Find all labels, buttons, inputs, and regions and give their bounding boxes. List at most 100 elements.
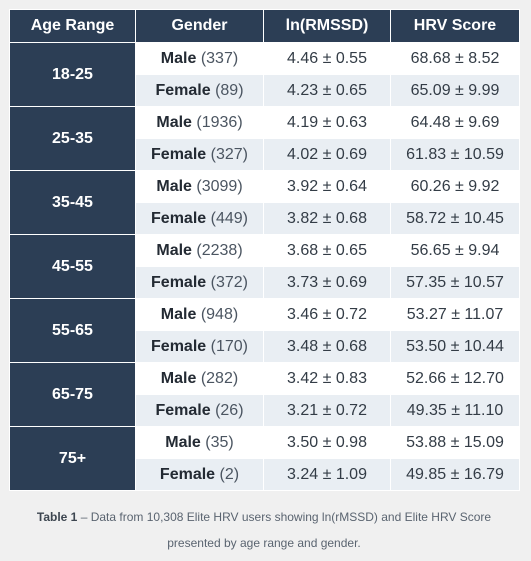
ln-rmssd-cell: 3.50 ± 0.98 — [263, 426, 391, 459]
hrv-score-cell: 57.35 ± 10.57 — [390, 266, 520, 299]
hrv-score-cell: 53.27 ± 11.07 — [390, 298, 520, 331]
gender-count: (3099) — [196, 177, 243, 195]
table-row: Female (170) 3.48 ± 0.68 53.50 ± 10.44 — [10, 330, 520, 363]
hrv-score-cell: 52.66 ± 12.70 — [390, 362, 520, 395]
header-hrv-score: HRV Score — [390, 9, 520, 43]
gender-count: (372) — [210, 273, 248, 291]
gender-cell: Male (2238) — [135, 234, 264, 267]
table-body: 18-25 Male (337) 4.46 ± 0.55 68.68 ± 8.52 Fe… — [9, 42, 520, 491]
ln-rmssd-cell: 3.21 ± 0.72 — [263, 394, 391, 427]
table-row: Female (89) 4.23 ± 0.65 65.09 ± 9.99 — [10, 74, 520, 107]
gender-label: Male — [156, 113, 192, 131]
caption-label: Table 1 — [36, 510, 78, 524]
gender-label: Male — [160, 305, 197, 323]
gender-count: (170) — [210, 337, 248, 355]
ln-rmssd-cell: 3.42 ± 0.83 — [263, 362, 391, 395]
caption-line-1: Table 1 – Data from 10,308 Elite HRV use… — [9, 504, 519, 530]
gender-count: (282) — [200, 369, 239, 387]
ln-rmssd-cell: 3.82 ± 0.68 — [263, 202, 391, 235]
ln-rmssd-cell: 4.46 ± 0.55 — [263, 42, 391, 75]
gender-count: (948) — [200, 305, 239, 323]
ln-rmssd-cell: 3.48 ± 0.68 — [263, 330, 391, 363]
ln-rmssd-cell: 3.24 ± 1.09 — [263, 458, 391, 491]
gender-cell: Female (2) — [135, 458, 264, 491]
gender-label: Female — [159, 465, 216, 483]
caption-text: – Data from 10,308 Elite HRV users showi… — [77, 510, 492, 524]
gender-label: Female — [151, 337, 207, 355]
table-row: Female (2) 3.24 ± 1.09 49.85 ± 16.79 — [10, 458, 520, 491]
gender-label: Male — [160, 49, 197, 67]
gender-cell: Female (449) — [135, 202, 264, 235]
age-range-cell: 35-45 — [9, 170, 136, 235]
gender-count: (2238) — [196, 241, 243, 259]
gender-cell: Female (26) — [135, 394, 264, 427]
hrv-score-cell: 53.50 ± 10.44 — [390, 330, 520, 363]
header-row: Age Range Gender ln(RMSSD) HRV Score — [9, 9, 520, 43]
gender-count: (26) — [215, 401, 244, 419]
table-row: Female (449) 3.82 ± 0.68 58.72 ± 10.45 — [10, 202, 520, 235]
gender-count: (89) — [215, 81, 244, 99]
ln-rmssd-cell: 4.02 ± 0.69 — [263, 138, 391, 171]
ln-rmssd-cell: 3.46 ± 0.72 — [263, 298, 391, 331]
gender-label: Female — [151, 209, 207, 227]
ln-rmssd-cell: 4.23 ± 0.65 — [263, 74, 391, 107]
hrv-score-cell: 58.72 ± 10.45 — [390, 202, 520, 235]
gender-cell: Male (282) — [135, 362, 264, 395]
header-gender: Gender — [135, 9, 264, 43]
hrv-score-cell: 68.68 ± 8.52 — [390, 42, 520, 75]
gender-cell: Male (35) — [135, 426, 264, 459]
table-row: Female (372) 3.73 ± 0.69 57.35 ± 10.57 — [10, 266, 520, 299]
gender-cell: Female (89) — [135, 74, 264, 107]
gender-cell: Male (948) — [135, 298, 264, 331]
header-age-range: Age Range — [9, 9, 136, 43]
hrv-score-cell: 65.09 ± 9.99 — [390, 74, 520, 107]
gender-cell: Female (372) — [135, 266, 264, 299]
hrv-score-cell: 56.65 ± 9.94 — [390, 234, 520, 267]
table-caption: Table 1 – Data from 10,308 Elite HRV use… — [9, 504, 519, 556]
ln-rmssd-cell: 3.92 ± 0.64 — [263, 170, 391, 203]
hrv-score-cell: 49.35 ± 11.10 — [390, 394, 520, 427]
ln-rmssd-cell: 3.68 ± 0.65 — [263, 234, 391, 267]
gender-count: (337) — [200, 49, 239, 67]
gender-label: Male — [156, 177, 192, 195]
age-range-cell: 18-25 — [9, 42, 136, 107]
gender-label: Female — [151, 273, 207, 291]
gender-label: Male — [156, 241, 192, 259]
hrv-score-cell: 64.48 ± 9.69 — [390, 106, 520, 139]
gender-count: (1936) — [196, 113, 243, 131]
table-row: 25-35 Male (1936) 4.19 ± 0.63 64.48 ± 9.69 — [9, 106, 520, 171]
gender-label: Female — [151, 145, 207, 163]
gender-label: Female — [155, 401, 211, 419]
age-range-cell: 25-35 — [9, 106, 136, 171]
table-row: 55-65 Male (948) 3.46 ± 0.72 53.27 ± 11.07 — [9, 298, 520, 363]
gender-count: (2) — [219, 465, 240, 483]
table-row: 75+ Male (35) 3.50 ± 0.98 53.88 ± 15.09 — [9, 426, 520, 491]
age-range-cell: 45-55 — [9, 234, 136, 299]
table-row: Female (327) 4.02 ± 0.69 61.83 ± 10.59 — [10, 138, 520, 171]
ln-rmssd-cell: 4.19 ± 0.63 — [263, 106, 391, 139]
gender-count: (449) — [210, 209, 248, 227]
table-row: 18-25 Male (337) 4.46 ± 0.55 68.68 ± 8.52 — [9, 42, 520, 107]
gender-label: Male — [165, 433, 201, 451]
table-row: 65-75 Male (282) 3.42 ± 0.83 52.66 ± 12.70 — [9, 362, 520, 427]
gender-cell: Female (170) — [135, 330, 264, 363]
gender-label: Female — [155, 81, 211, 99]
age-range-cell: 55-65 — [9, 298, 136, 363]
hrv-score-cell: 61.83 ± 10.59 — [390, 138, 520, 171]
gender-cell: Female (327) — [135, 138, 264, 171]
table-row: Female (26) 3.21 ± 0.72 49.35 ± 11.10 — [10, 394, 520, 427]
age-range-cell: 65-75 — [9, 362, 136, 427]
hrv-score-cell: 49.85 ± 16.79 — [390, 458, 520, 491]
age-range-cell: 75+ — [9, 426, 136, 491]
gender-cell: Male (337) — [135, 42, 264, 75]
gender-count: (327) — [210, 145, 248, 163]
caption-line-2: presented by age range and gender. — [167, 536, 361, 550]
gender-label: Male — [160, 369, 197, 387]
table-row: 45-55 Male (2238) 3.68 ± 0.65 56.65 ± 9.94 — [9, 234, 520, 299]
table-row: 35-45 Male (3099) 3.92 ± 0.64 60.26 ± 9.92 — [9, 170, 520, 235]
gender-count: (35) — [205, 433, 234, 451]
gender-cell: Male (1936) — [135, 106, 264, 139]
ln-rmssd-cell: 3.73 ± 0.69 — [263, 266, 391, 299]
hrv-score-cell: 53.88 ± 15.09 — [390, 426, 520, 459]
